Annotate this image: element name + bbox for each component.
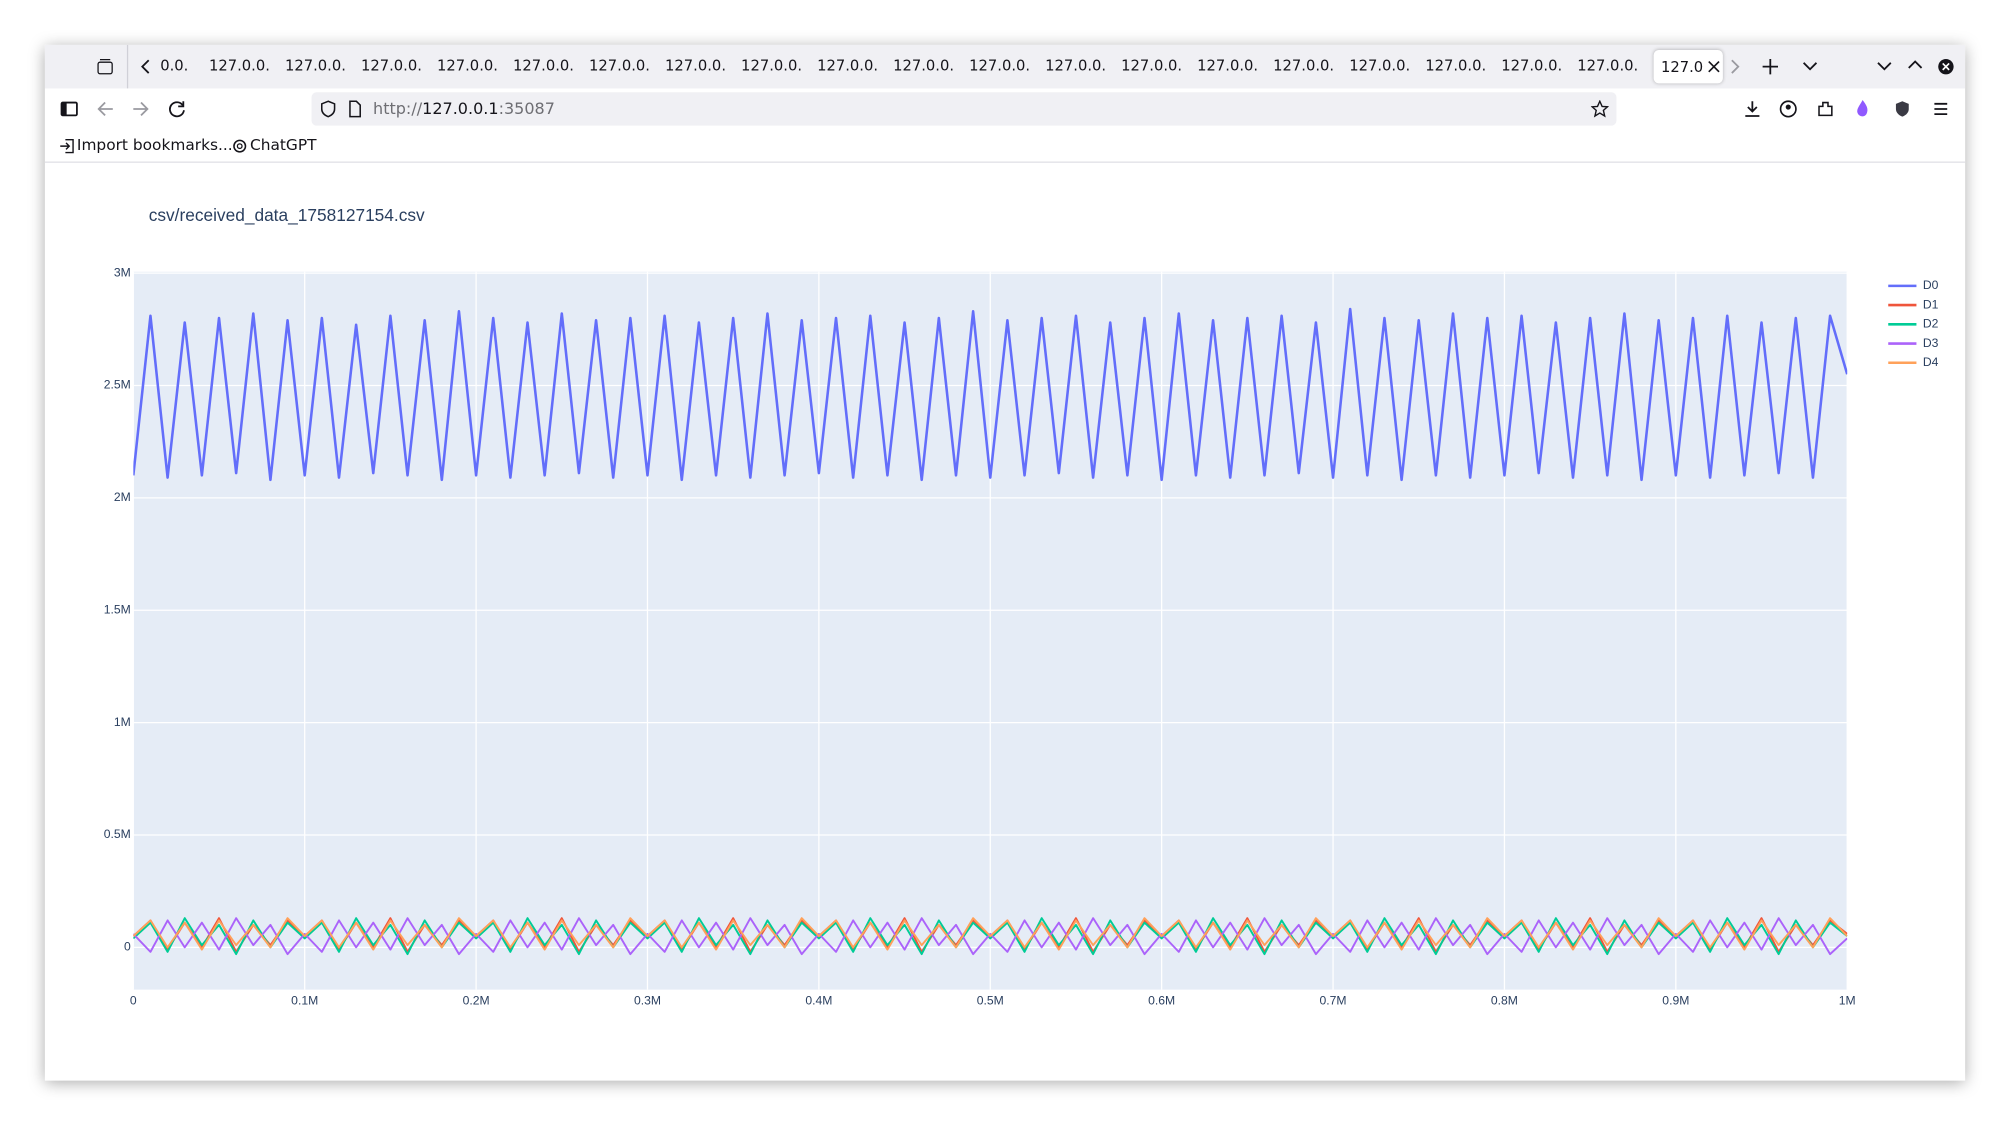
legend-label: D0	[1923, 278, 1939, 292]
tab-groups-button[interactable]	[96, 58, 114, 76]
chart-title: csv/received_data_1758127154.csv	[149, 205, 425, 225]
legend-label: D2	[1923, 317, 1939, 331]
shield-extension[interactable]	[1893, 100, 1911, 118]
extensions-button[interactable]	[1816, 100, 1834, 118]
tab[interactable]: 0.0.	[160, 56, 189, 75]
x-tick-label: 0.3M	[634, 993, 661, 1007]
menu-button[interactable]	[1932, 100, 1950, 118]
navigation-bar: http://127.0.0.1:35087	[44, 88, 1966, 130]
minimize-button[interactable]	[1875, 59, 1893, 74]
downloads-button[interactable]	[1743, 100, 1761, 118]
list-tabs-button[interactable]	[1801, 59, 1819, 74]
x-tick-label: 0.6M	[1148, 993, 1175, 1007]
x-tick-label: 0.7M	[1320, 993, 1347, 1007]
x-tick-label: 0	[130, 993, 137, 1007]
new-tab-button[interactable]	[1761, 58, 1779, 76]
chatgpt-icon	[233, 139, 247, 153]
tab[interactable]: 127.0.0.	[208, 56, 270, 75]
extension-icon[interactable]	[1854, 99, 1872, 120]
import-icon	[60, 139, 74, 154]
x-tick-label: 0.5M	[977, 993, 1004, 1007]
close-button[interactable]	[1937, 58, 1955, 76]
y-tick-label: 3M	[114, 265, 131, 279]
tab[interactable]: 127.0.0.	[360, 56, 422, 75]
tab[interactable]: 127.0.0.	[969, 56, 1031, 75]
chart: csv/received_data_1758127154.csv 0 0.5M 1M…	[104, 205, 1939, 1007]
bookmark-star[interactable]	[1590, 99, 1609, 118]
shield-icon	[320, 100, 336, 118]
y-tick-label: 0	[124, 940, 131, 954]
tab[interactable]: 127.0.0.	[1425, 56, 1487, 75]
x-tick-label: 0.8M	[1491, 993, 1518, 1007]
y-tick-label: 0.5M	[104, 827, 131, 841]
address-bar[interactable]: http://127.0.0.1:35087	[311, 92, 1617, 126]
tab[interactable]: 127.0.0.	[1045, 56, 1107, 75]
url-host: 127.0.0.1	[422, 98, 499, 118]
separator	[126, 44, 129, 89]
forward-button[interactable]	[132, 100, 150, 118]
back-button[interactable]	[96, 100, 114, 118]
account-button[interactable]	[1779, 100, 1797, 118]
x-tick-label: 0.2M	[463, 993, 490, 1007]
line-series	[133, 917, 1848, 951]
x-tick-label: 0.9M	[1662, 993, 1689, 1007]
url: http://127.0.0.1:35087	[373, 92, 555, 125]
scroll-tabs-left[interactable]	[140, 59, 153, 74]
tab[interactable]: 127.0.0.	[1197, 56, 1259, 75]
scroll-tabs-right[interactable]	[1728, 59, 1741, 74]
tab-bar: 0.0. 127.0.0. 127.0.0. 127.0.0. 127.0.0. 127.…	[44, 44, 1966, 89]
tab[interactable]: 127.0.0.	[589, 56, 651, 75]
x-tick-label: 0.4M	[805, 993, 832, 1007]
x-tick-label: 0.1M	[291, 993, 318, 1007]
legend-label: D3	[1923, 336, 1939, 350]
tab[interactable]: 127.0.0.	[1121, 56, 1183, 75]
browser-window: 0.0. 127.0.0. 127.0.0. 127.0.0. 127.0.0. 127.…	[44, 44, 1966, 1081]
x-tick-label: 1M	[1839, 993, 1856, 1007]
tab[interactable]: 127.0.0.	[436, 56, 498, 75]
tab[interactable]: 127.0.0.	[1577, 56, 1639, 75]
y-tick-label: 2.5M	[104, 378, 131, 392]
bookmark[interactable]: ChatGPT	[249, 135, 317, 154]
sidebar-button[interactable]	[60, 101, 78, 117]
tab[interactable]: 127.0.0.	[1273, 56, 1335, 75]
tab[interactable]: 127.0.0.	[893, 56, 955, 75]
page-icon	[349, 100, 361, 118]
url-scheme: http://	[373, 98, 423, 118]
y-tick-label: 2M	[114, 490, 131, 504]
tab[interactable]: 127.0.0.	[1349, 56, 1411, 75]
url-port: :35087	[498, 98, 555, 118]
y-tick-label: 1.5M	[104, 602, 131, 616]
tab[interactable]: 127.0.0.	[817, 56, 879, 75]
tab[interactable]: 127.0.0.	[741, 56, 803, 75]
bookmarks-bar: Import bookmarks... ChatGPT	[44, 129, 1966, 163]
maximize-button[interactable]	[1906, 58, 1924, 73]
tab[interactable]: 127.0.0.	[1501, 56, 1563, 75]
y-tick-label: 1M	[114, 715, 131, 729]
tab[interactable]: 127.0.0.	[513, 56, 574, 75]
bookmark[interactable]: Import bookmarks...	[76, 135, 233, 154]
legend-label: D1	[1923, 297, 1939, 311]
reload-button[interactable]	[168, 100, 186, 118]
tab[interactable]: 127.0.0.	[284, 56, 346, 75]
tab[interactable]: 127.0	[1653, 49, 1723, 84]
legend-label: D4	[1923, 355, 1939, 369]
line-series	[133, 917, 1848, 956]
tab[interactable]: 127.0.0.	[665, 56, 727, 75]
close-tab-button[interactable]	[1707, 60, 1720, 73]
line-series	[133, 307, 1848, 482]
